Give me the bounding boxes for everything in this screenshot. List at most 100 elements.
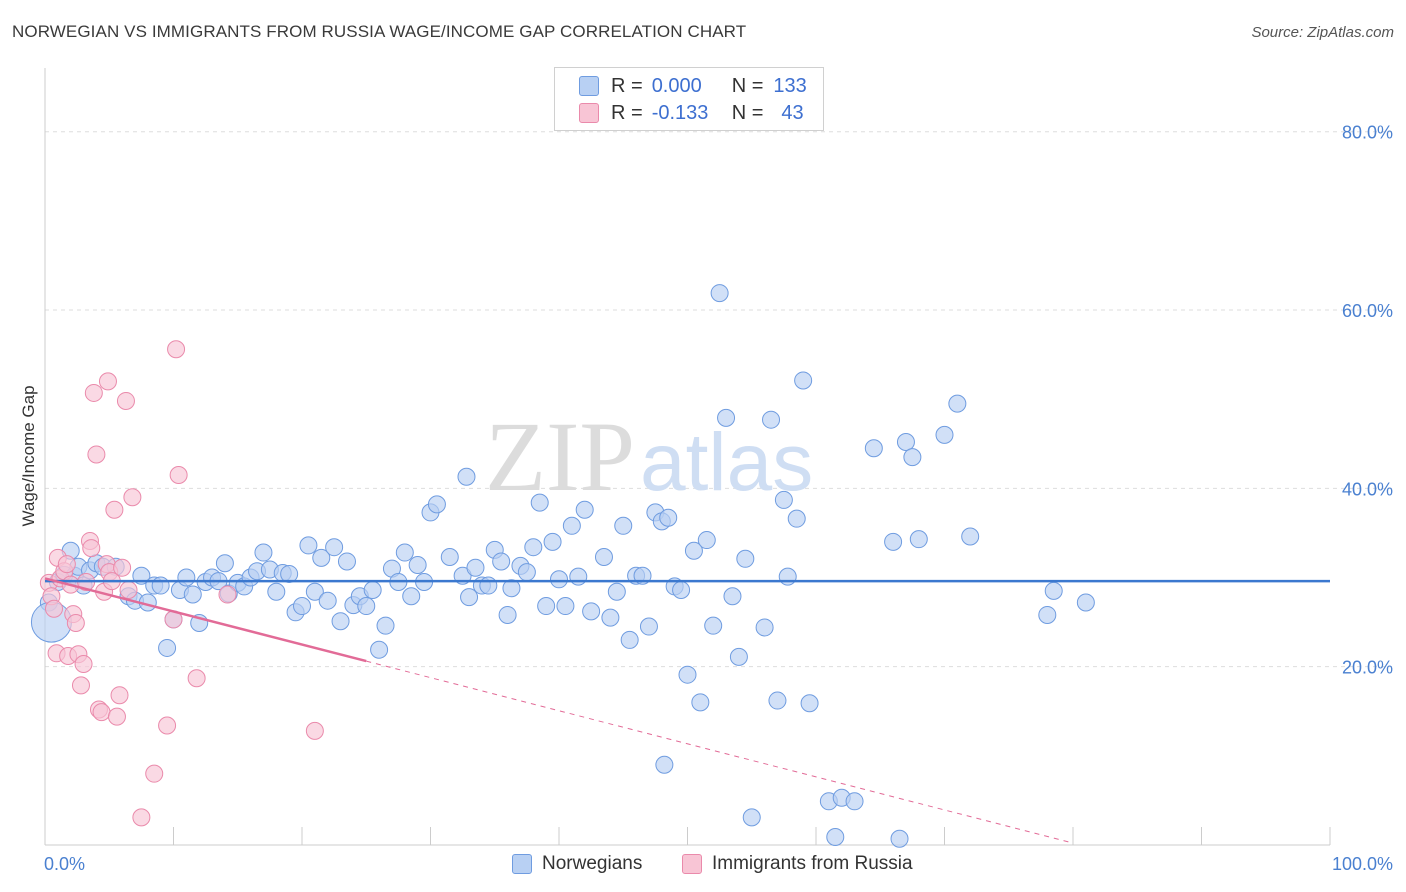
point-norwegians — [659, 508, 678, 527]
point-norwegians — [457, 467, 476, 486]
x-tick-label-min: 0.0% — [44, 854, 85, 874]
point-norwegians — [1044, 581, 1063, 600]
point-russia — [98, 372, 117, 391]
point-russia — [116, 391, 135, 410]
gridlines — [45, 131, 1392, 668]
point-norwegians — [755, 618, 774, 637]
point-norwegians — [158, 638, 177, 657]
point-norwegians — [550, 570, 568, 589]
point-norwegians — [337, 552, 356, 571]
point-norwegians — [582, 602, 601, 621]
point-norwegians — [517, 563, 536, 582]
point-norwegians — [778, 567, 797, 586]
point-russia — [158, 716, 177, 735]
point-norwegians — [864, 439, 883, 458]
point-russia — [145, 764, 164, 783]
point-norwegians — [408, 556, 427, 575]
point-norwegians — [710, 284, 729, 303]
trend-line-russia-extension — [366, 660, 1074, 844]
point-norwegians — [280, 564, 299, 583]
point-norwegians — [948, 394, 967, 413]
n-value-norwegians: 133 — [773, 74, 807, 97]
point-russia — [66, 613, 85, 632]
legend-swatch-blue — [579, 76, 599, 96]
point-norwegians — [556, 597, 575, 616]
point-norwegians — [183, 585, 202, 604]
point-norwegians — [305, 582, 324, 601]
bottom-legend-norwegians: Norwegians — [512, 852, 642, 876]
n-label: N = — [731, 74, 764, 97]
point-norwegians — [742, 808, 761, 827]
point-norwegians — [215, 554, 234, 573]
point-norwegians — [267, 582, 286, 601]
legend-swatch-pink — [579, 103, 599, 123]
trend-lines — [44, 577, 1330, 844]
point-norwegians — [395, 543, 414, 562]
y-axis-title: Wage/Income Gap — [19, 385, 38, 526]
point-russia — [113, 558, 132, 577]
r-value-russia: -0.133 — [651, 101, 709, 124]
point-norwegians — [697, 531, 716, 550]
point-russia — [84, 383, 103, 402]
point-norwegians — [639, 617, 658, 636]
point-norwegians — [376, 616, 395, 635]
stats-legend: R = 0.000 N = 133 R = -0.133 N = 43 — [554, 67, 824, 131]
point-norwegians — [903, 448, 922, 467]
y-tick-label: 60.0% — [1342, 301, 1393, 321]
point-russia — [44, 599, 63, 618]
point-norwegians — [607, 582, 626, 601]
point-norwegians — [845, 792, 864, 811]
point-norwegians — [543, 532, 562, 551]
y-tick-label: 40.0% — [1342, 479, 1393, 499]
point-norwegians — [537, 597, 556, 616]
point-norwegians — [402, 587, 421, 606]
point-norwegians — [678, 665, 697, 684]
point-norwegians — [502, 579, 521, 598]
point-russia — [187, 669, 206, 688]
y-tick-label: 20.0% — [1342, 658, 1393, 678]
point-norwegians — [498, 605, 517, 624]
r-label: R = — [611, 101, 643, 124]
point-norwegians — [672, 580, 691, 599]
point-russia — [71, 676, 90, 695]
point-norwegians — [530, 493, 549, 512]
point-russia — [132, 808, 151, 827]
point-norwegians — [357, 597, 376, 616]
point-norwegians — [691, 693, 710, 712]
point-norwegians — [318, 591, 337, 610]
point-norwegians — [427, 495, 446, 514]
point-norwegians — [331, 612, 350, 631]
chart-title: NORWEGIAN VS IMMIGRANTS FROM RUSSIA WAGE… — [12, 22, 747, 41]
n-value-russia: 43 — [781, 101, 804, 124]
point-russia — [105, 500, 124, 519]
point-norwegians — [151, 576, 170, 595]
series-norwegians-points — [30, 284, 1095, 848]
point-russia — [169, 465, 188, 484]
point-russia — [82, 539, 101, 558]
point-norwegians — [440, 548, 459, 567]
trend-line-russia — [44, 577, 367, 663]
point-norwegians — [717, 408, 736, 427]
bottom-legend-russia: Immigrants from Russia — [682, 852, 913, 876]
point-russia — [218, 585, 237, 604]
point-norwegians — [299, 536, 318, 555]
point-norwegians — [1038, 605, 1057, 624]
point-norwegians — [312, 548, 331, 567]
point-norwegians — [524, 538, 543, 557]
point-russia — [87, 445, 106, 464]
point-russia — [92, 703, 111, 722]
point-norwegians — [684, 541, 703, 560]
point-norwegians — [768, 691, 787, 710]
axis-labels: 20.0% 40.0% 60.0% 80.0% 0.0% 100.0% Wage/Incom… — [19, 123, 1393, 874]
source-label: Source: ZipAtlas.com — [1251, 24, 1394, 41]
point-norwegians — [794, 371, 813, 390]
point-norwegians — [826, 827, 845, 846]
point-russia — [74, 654, 93, 673]
point-norwegians — [723, 587, 742, 606]
x-tick-label-max: 100.0% — [1332, 854, 1393, 874]
point-norwegians — [569, 567, 588, 586]
legend-row-norwegians: R = 0.000 N = 133 — [579, 74, 807, 98]
point-norwegians — [736, 549, 755, 568]
point-russia — [57, 555, 76, 574]
point-norwegians — [614, 516, 633, 535]
